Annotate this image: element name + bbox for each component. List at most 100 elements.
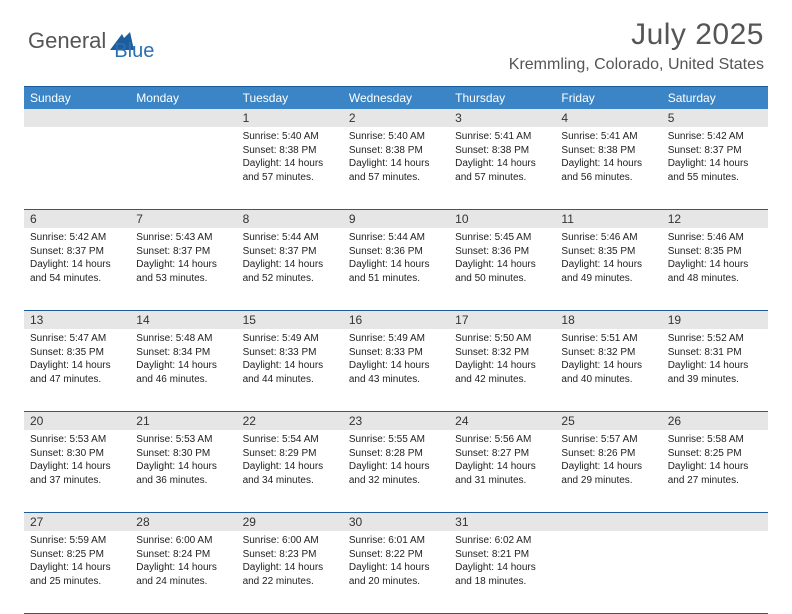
week-row: Sunrise: 5:53 AMSunset: 8:30 PM Daylight:… [24, 430, 768, 513]
day-number [555, 513, 661, 531]
sunrise-text: Sunrise: 5:46 AM [668, 231, 762, 245]
sunrise-text: Sunrise: 5:53 AM [136, 433, 230, 447]
day-info: Sunrise: 5:46 AMSunset: 8:35 PMDaylight:… [555, 228, 661, 291]
day-number: 14 [130, 311, 236, 329]
sunrise-text: Sunrise: 5:40 AM [243, 130, 337, 144]
daylight-text: Daylight: 14 hours and 52 minutes. [243, 258, 337, 285]
day-info: Sunrise: 5:55 AMSunset: 8:28 PMDaylight:… [343, 430, 449, 493]
logo: General Blue [28, 18, 154, 63]
day-number: 25 [555, 412, 661, 430]
day-number: 4 [555, 109, 661, 127]
day-info: Sunrise: 5:50 AMSunset: 8:32 PMDaylight:… [449, 329, 555, 392]
sunset-text: Sunset: 8:33 PM [243, 346, 337, 360]
sunrise-text: Sunrise: 5:51 AM [561, 332, 655, 346]
sunrise-text: Sunrise: 5:42 AM [30, 231, 124, 245]
sunset-text: Sunset: 8:28 PM [349, 447, 443, 461]
sunrise-text: Sunrise: 5:45 AM [455, 231, 549, 245]
header: General Blue July 2025 Kremmling, Colora… [0, 0, 792, 74]
daylight-text: Daylight: 14 hours and 51 minutes. [349, 258, 443, 285]
day-number: 15 [237, 311, 343, 329]
daylight-text: Daylight: 14 hours and 57 minutes. [349, 157, 443, 184]
day-number: 8 [237, 210, 343, 228]
day-header-saturday: Saturday [662, 87, 768, 109]
daylight-text: Daylight: 14 hours and 57 minutes. [455, 157, 549, 184]
day-number [24, 109, 130, 127]
sunrise-text: Sunrise: 5:43 AM [136, 231, 230, 245]
day-info: Sunrise: 6:01 AMSunset: 8:22 PMDaylight:… [343, 531, 449, 594]
day-cell: Sunrise: 5:54 AMSunset: 8:29 PMDaylight:… [237, 430, 343, 512]
day-info: Sunrise: 5:40 AMSunset: 8:38 PMDaylight:… [343, 127, 449, 190]
page-title: July 2025 [509, 18, 764, 52]
sunset-text: Sunset: 8:37 PM [668, 144, 762, 158]
day-number: 7 [130, 210, 236, 228]
day-info: Sunrise: 5:46 AMSunset: 8:35 PMDaylight:… [662, 228, 768, 291]
day-header-row: SundayMondayTuesdayWednesdayThursdayFrid… [24, 87, 768, 109]
day-number: 3 [449, 109, 555, 127]
daylight-text: Daylight: 14 hours and 25 minutes. [30, 561, 124, 588]
day-info: Sunrise: 5:58 AMSunset: 8:25 PMDaylight:… [662, 430, 768, 493]
sunset-text: Sunset: 8:38 PM [349, 144, 443, 158]
sunrise-text: Sunrise: 5:40 AM [349, 130, 443, 144]
sunset-text: Sunset: 8:32 PM [561, 346, 655, 360]
day-number: 10 [449, 210, 555, 228]
sunset-text: Sunset: 8:27 PM [455, 447, 549, 461]
daylight-text: Daylight: 14 hours and 32 minutes. [349, 460, 443, 487]
sunrise-text: Sunrise: 5:54 AM [243, 433, 337, 447]
day-info: Sunrise: 5:40 AMSunset: 8:38 PMDaylight:… [237, 127, 343, 190]
sunset-text: Sunset: 8:30 PM [136, 447, 230, 461]
day-number: 26 [662, 412, 768, 430]
day-cell: Sunrise: 5:56 AMSunset: 8:27 PMDaylight:… [449, 430, 555, 512]
day-info: Sunrise: 5:53 AMSunset: 8:30 PMDaylight:… [130, 430, 236, 493]
week-row: Sunrise: 5:40 AMSunset: 8:38 PMDaylight:… [24, 127, 768, 210]
daynum-row: 12345 [24, 109, 768, 127]
daylight-text: Daylight: 14 hours and 42 minutes. [455, 359, 549, 386]
daylight-text: Daylight: 14 hours and 50 minutes. [455, 258, 549, 285]
sunrise-text: Sunrise: 5:50 AM [455, 332, 549, 346]
logo-text-blue: Blue [114, 40, 154, 63]
daylight-text: Daylight: 14 hours and 54 minutes. [30, 258, 124, 285]
day-info: Sunrise: 5:45 AMSunset: 8:36 PMDaylight:… [449, 228, 555, 291]
day-cell: Sunrise: 5:40 AMSunset: 8:38 PMDaylight:… [237, 127, 343, 209]
day-cell: Sunrise: 5:44 AMSunset: 8:37 PMDaylight:… [237, 228, 343, 310]
sunset-text: Sunset: 8:22 PM [349, 548, 443, 562]
logo-text-general: General [28, 28, 106, 54]
week-row: Sunrise: 5:47 AMSunset: 8:35 PMDaylight:… [24, 329, 768, 412]
sunrise-text: Sunrise: 6:01 AM [349, 534, 443, 548]
day-cell [662, 531, 768, 613]
sunset-text: Sunset: 8:35 PM [668, 245, 762, 259]
sunrise-text: Sunrise: 5:52 AM [668, 332, 762, 346]
daylight-text: Daylight: 14 hours and 56 minutes. [561, 157, 655, 184]
calendar: SundayMondayTuesdayWednesdayThursdayFrid… [24, 86, 768, 614]
week-row: Sunrise: 5:59 AMSunset: 8:25 PMDaylight:… [24, 531, 768, 614]
day-info: Sunrise: 5:51 AMSunset: 8:32 PMDaylight:… [555, 329, 661, 392]
day-info: Sunrise: 5:41 AMSunset: 8:38 PMDaylight:… [555, 127, 661, 190]
day-cell: Sunrise: 5:51 AMSunset: 8:32 PMDaylight:… [555, 329, 661, 411]
day-info: Sunrise: 5:44 AMSunset: 8:36 PMDaylight:… [343, 228, 449, 291]
daynum-row: 13141516171819 [24, 311, 768, 329]
day-cell: Sunrise: 5:49 AMSunset: 8:33 PMDaylight:… [237, 329, 343, 411]
day-number: 2 [343, 109, 449, 127]
day-info: Sunrise: 5:44 AMSunset: 8:37 PMDaylight:… [237, 228, 343, 291]
day-info: Sunrise: 5:49 AMSunset: 8:33 PMDaylight:… [237, 329, 343, 392]
daylight-text: Daylight: 14 hours and 24 minutes. [136, 561, 230, 588]
sunrise-text: Sunrise: 5:44 AM [243, 231, 337, 245]
daylight-text: Daylight: 14 hours and 46 minutes. [136, 359, 230, 386]
day-cell [555, 531, 661, 613]
day-number: 31 [449, 513, 555, 531]
sunrise-text: Sunrise: 6:00 AM [243, 534, 337, 548]
sunset-text: Sunset: 8:38 PM [561, 144, 655, 158]
sunset-text: Sunset: 8:29 PM [243, 447, 337, 461]
day-cell: Sunrise: 5:44 AMSunset: 8:36 PMDaylight:… [343, 228, 449, 310]
day-cell: Sunrise: 5:46 AMSunset: 8:35 PMDaylight:… [555, 228, 661, 310]
day-info: Sunrise: 5:43 AMSunset: 8:37 PMDaylight:… [130, 228, 236, 291]
daylight-text: Daylight: 14 hours and 20 minutes. [349, 561, 443, 588]
day-info: Sunrise: 6:00 AMSunset: 8:23 PMDaylight:… [237, 531, 343, 594]
daylight-text: Daylight: 14 hours and 55 minutes. [668, 157, 762, 184]
day-header-wednesday: Wednesday [343, 87, 449, 109]
day-info: Sunrise: 5:42 AMSunset: 8:37 PMDaylight:… [24, 228, 130, 291]
day-number: 5 [662, 109, 768, 127]
daylight-text: Daylight: 14 hours and 34 minutes. [243, 460, 337, 487]
day-cell: Sunrise: 5:53 AMSunset: 8:30 PMDaylight:… [130, 430, 236, 512]
day-info: Sunrise: 5:56 AMSunset: 8:27 PMDaylight:… [449, 430, 555, 493]
day-number: 28 [130, 513, 236, 531]
